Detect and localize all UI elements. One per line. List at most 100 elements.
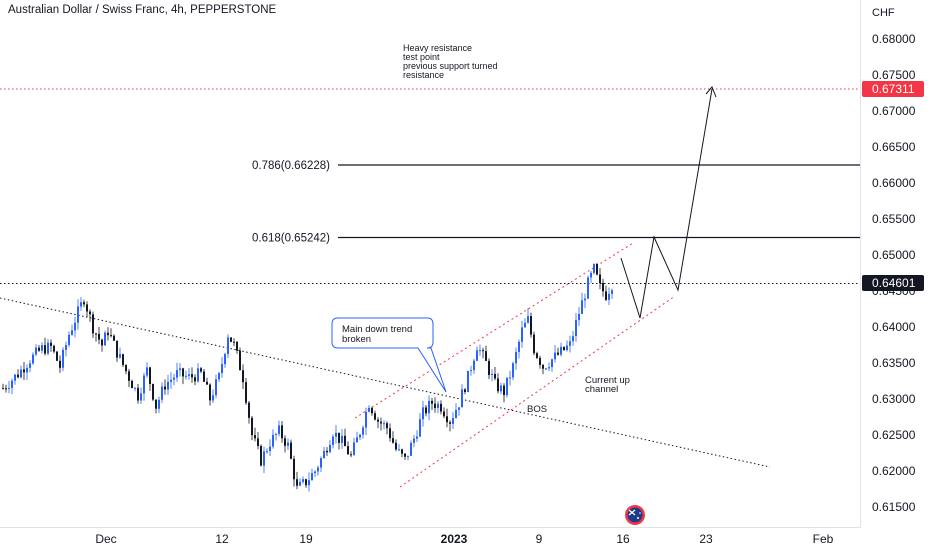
candle-body: [440, 403, 442, 412]
candle-body: [344, 435, 346, 447]
candle-body: [68, 334, 70, 345]
candle-body: [206, 381, 208, 385]
candle-body: [428, 400, 430, 414]
candle-body: [416, 436, 418, 439]
downtrend-callout[interactable]: [331, 317, 447, 393]
candle-body: [158, 399, 160, 409]
candle-body: [500, 385, 502, 392]
candle-body: [287, 442, 289, 446]
candle-body: [218, 373, 220, 380]
current-price-label: 0.64601: [872, 276, 916, 290]
candle-body: [41, 345, 43, 351]
candle-body: [539, 357, 541, 365]
candle-body: [86, 304, 88, 312]
time-tick-label: 19: [299, 532, 313, 546]
candle-body: [407, 455, 409, 457]
candle-body: [491, 374, 493, 375]
candle-body: [578, 313, 580, 321]
candle-body: [356, 437, 358, 443]
time-tick-label: 23: [699, 532, 713, 546]
candle-body: [323, 450, 325, 459]
projection-arrowhead: [705, 86, 717, 98]
candle-body: [332, 436, 334, 445]
candle-body: [173, 377, 175, 380]
candle-body: [266, 451, 268, 453]
candle-body: [422, 407, 424, 420]
candle-body: [554, 352, 556, 360]
candle-body: [320, 458, 322, 468]
candle-body: [278, 425, 280, 434]
candle-body: [470, 370, 472, 372]
candle-body: [341, 435, 343, 443]
price-tick-label: 0.62500: [872, 428, 916, 442]
candle-body: [533, 334, 535, 354]
downtrend-line[interactable]: [0, 297, 771, 468]
candle-body: [116, 340, 118, 358]
candle-body: [221, 364, 223, 374]
candle-body: [611, 290, 613, 294]
candle-body: [131, 380, 133, 389]
candle-body: [329, 445, 331, 453]
fib-0618-label: 0.618(0.65242): [252, 233, 330, 245]
candle-body: [188, 374, 190, 376]
candle-body: [479, 350, 481, 352]
australia-flag-icon[interactable]: [625, 505, 645, 525]
candle-body: [305, 479, 307, 486]
candle-body: [239, 350, 241, 371]
candle-body: [377, 419, 379, 422]
candle-body: [527, 316, 529, 323]
candle-body: [461, 389, 463, 408]
candle-body: [437, 403, 439, 408]
current-price-badge: [862, 275, 924, 291]
time-axis[interactable]: Dec 12 19 2023 9 16 23 Feb: [95, 532, 833, 546]
candle-body: [359, 434, 361, 438]
candle-body: [290, 442, 292, 459]
candle-body: [530, 316, 532, 335]
candle-body: [566, 345, 568, 350]
candle-body: [512, 363, 514, 378]
channel-lower-line[interactable]: [399, 295, 676, 488]
candle-body: [548, 367, 550, 369]
candle-body: [104, 332, 106, 346]
time-tick-label: 16: [616, 532, 630, 546]
candle-body: [62, 349, 64, 368]
candle-body: [308, 480, 310, 486]
price-tick-label: 0.68000: [872, 32, 916, 46]
candle-body: [155, 399, 157, 409]
candle-body: [164, 386, 166, 390]
price-axis[interactable]: 0.68000 0.67500 0.67000 0.66500 0.66000 0.655…: [872, 32, 916, 514]
price-tick-label: 0.66000: [872, 176, 916, 190]
candle-body: [401, 449, 403, 454]
candle-body: [593, 264, 595, 273]
candle-body: [569, 341, 571, 346]
candle-body: [464, 389, 466, 392]
candle-body: [563, 346, 565, 350]
candle-body: [122, 354, 124, 365]
candle-body: [587, 277, 589, 299]
candle-body: [263, 451, 265, 466]
candle-body: [605, 291, 607, 300]
candle-body: [494, 374, 496, 379]
candle-body: [581, 300, 583, 314]
candle-body: [242, 370, 244, 383]
candle-body: [38, 347, 40, 351]
candle-body: [5, 388, 7, 390]
candle-body: [44, 345, 46, 354]
candle-body: [575, 320, 577, 336]
candle-body: [386, 423, 388, 429]
candle-body: [209, 384, 211, 401]
candle-body: [557, 352, 559, 355]
candle-body: [542, 364, 544, 369]
candle-body: [203, 371, 205, 382]
projection-path[interactable]: [620, 88, 713, 319]
time-tick-label: 12: [215, 532, 229, 546]
price-tick-label: 0.63000: [872, 392, 916, 406]
candle-body: [353, 442, 355, 455]
candle-body: [161, 386, 163, 400]
downtrend-note: Main down trend broken: [342, 324, 415, 345]
candle-body: [230, 337, 232, 342]
candle-body: [602, 282, 604, 292]
candle-body: [8, 387, 10, 389]
candle-body: [506, 377, 508, 396]
